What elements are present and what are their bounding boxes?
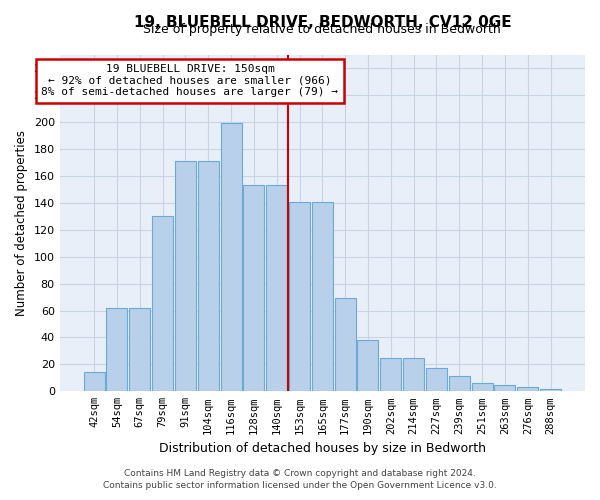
Bar (540, 388, 561, 392)
X-axis label: Distribution of detached houses by size in Bedworth: Distribution of detached houses by size … (159, 442, 486, 455)
Bar (517, 388, 538, 392)
Bar (494, 384, 515, 392)
Bar (221, 124, 242, 392)
Text: 19 BLUEBELL DRIVE: 150sqm
← 92% of detached houses are smaller (966)
8% of semi-: 19 BLUEBELL DRIVE: 150sqm ← 92% of detac… (41, 64, 338, 98)
Bar (197, 161, 218, 392)
Bar (289, 202, 310, 392)
Bar (266, 186, 287, 392)
Bar (175, 161, 196, 392)
Bar (380, 358, 401, 392)
Bar (244, 186, 265, 392)
Bar (449, 376, 470, 392)
Bar (472, 383, 493, 392)
Y-axis label: Number of detached properties: Number of detached properties (15, 130, 28, 316)
Bar (312, 202, 333, 392)
Bar (403, 358, 424, 392)
Text: Contains HM Land Registry data © Crown copyright and database right 2024.
Contai: Contains HM Land Registry data © Crown c… (103, 469, 497, 490)
Bar (358, 340, 379, 392)
Bar (335, 298, 356, 392)
Bar (106, 308, 127, 392)
Bar (129, 308, 150, 392)
Bar (152, 216, 173, 392)
Text: Size of property relative to detached houses in Bedworth: Size of property relative to detached ho… (143, 24, 501, 36)
Bar (83, 372, 104, 392)
Bar (426, 368, 447, 392)
Title: 19, BLUEBELL DRIVE, BEDWORTH, CV12 0GE: 19, BLUEBELL DRIVE, BEDWORTH, CV12 0GE (134, 15, 511, 30)
